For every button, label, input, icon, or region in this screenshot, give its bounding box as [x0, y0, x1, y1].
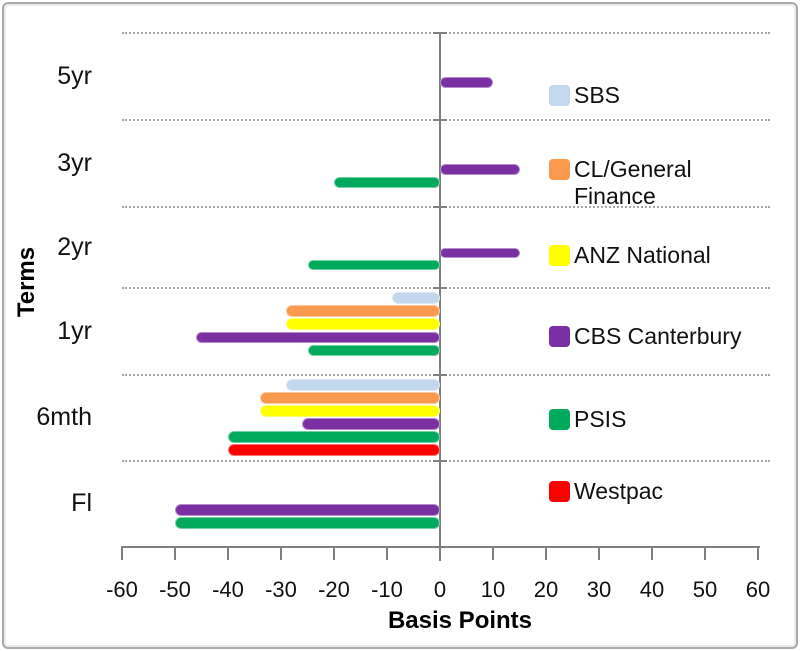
y-tick-label: 5yr: [57, 61, 92, 90]
legend-label: SBS: [574, 82, 621, 108]
legend-swatch-westpac: [549, 481, 570, 502]
bar-cbs-canterbury-fl: [175, 504, 440, 516]
x-axis-tick: [386, 546, 388, 560]
bar-psis-3yr: [334, 176, 440, 189]
x-tick-label: -40: [212, 577, 244, 602]
x-tick-label: -20: [318, 577, 350, 602]
legend-label: CL/General Finance: [574, 156, 692, 209]
x-tick-label: 30: [586, 577, 612, 602]
x-axis-tick: [174, 546, 176, 560]
x-tick-label: -30: [265, 577, 297, 602]
legend-item: SBS: [549, 82, 620, 109]
x-tick-label: 10: [480, 577, 506, 602]
y-tick-label: Fl: [71, 489, 92, 517]
legend-item: CL/General Finance: [549, 156, 759, 210]
x-axis-tick: [333, 546, 335, 560]
bar-cbs-canterbury-1yr: [196, 331, 440, 344]
legend-swatch-anz-national: [549, 245, 570, 266]
x-axis-tick: [651, 546, 653, 560]
y-tick-label: 1yr: [57, 316, 92, 345]
x-tick-label: -10: [371, 577, 403, 602]
x-axis-tick: [280, 546, 282, 560]
x-axis-tick: [704, 546, 706, 560]
legend-label: ANZ National: [574, 242, 711, 268]
bar-cbs-canterbury-2yr: [440, 247, 520, 259]
bar-psis-2yr: [307, 259, 440, 271]
x-axis-tick: [757, 546, 759, 560]
x-axis-tick: [492, 546, 494, 560]
bar-sbs-6mth: [286, 379, 440, 391]
x-tick-label: 50: [692, 577, 718, 602]
x-axis-tick: [439, 546, 441, 560]
legend-item: PSIS: [549, 406, 626, 433]
legend-label: PSIS: [574, 406, 627, 432]
x-tick-label: -60: [106, 577, 138, 602]
bar-westpac-6mth: [228, 444, 440, 456]
bar-cl-general-finance-6mth: [259, 392, 440, 404]
bar-cbs-canterbury-6mth: [302, 418, 440, 430]
y-tick-label: 3yr: [57, 148, 92, 177]
zero-axis-line: [439, 33, 441, 561]
legend-label: Westpac: [574, 478, 664, 504]
x-axis-tick: [598, 546, 600, 560]
legend-item: Westpac: [549, 478, 663, 505]
legend-swatch-cbs-canterbury: [549, 326, 570, 347]
y-tick-label: 2yr: [57, 232, 92, 261]
legend-swatch-cl-general-finance: [549, 159, 570, 180]
bar-cbs-canterbury-5yr: [440, 76, 493, 89]
legend-swatch-sbs: [549, 85, 570, 106]
legend-label: CBS Canterbury: [574, 323, 742, 349]
legend-swatch-psis: [549, 409, 570, 430]
bar-psis-6mth: [228, 431, 440, 443]
bar-psis-1yr: [307, 344, 440, 357]
x-axis-tick: [227, 546, 229, 560]
x-tick-label: 0: [433, 577, 447, 602]
bar-psis-fl: [175, 517, 440, 529]
x-axis-title: Basis Points: [387, 607, 533, 634]
bar-cl-general-finance-1yr: [286, 305, 440, 317]
x-tick-label: 60: [745, 577, 771, 602]
x-tick-label: 20: [533, 577, 559, 602]
y-tick-label: 6mth: [36, 403, 92, 431]
x-axis-tick: [121, 546, 123, 560]
legend-item: CBS Canterbury: [549, 323, 741, 350]
x-tick-label: 40: [639, 577, 665, 602]
bar-sbs-1yr: [392, 292, 440, 304]
bar-anz-national-1yr: [286, 318, 440, 330]
x-tick-label: -50: [159, 577, 191, 602]
bar-cbs-canterbury-3yr: [440, 163, 520, 176]
bar-anz-national-6mth: [259, 405, 440, 417]
x-axis-tick: [545, 546, 547, 560]
x-axis-line: [122, 546, 760, 548]
legend-item: ANZ National: [549, 242, 711, 269]
